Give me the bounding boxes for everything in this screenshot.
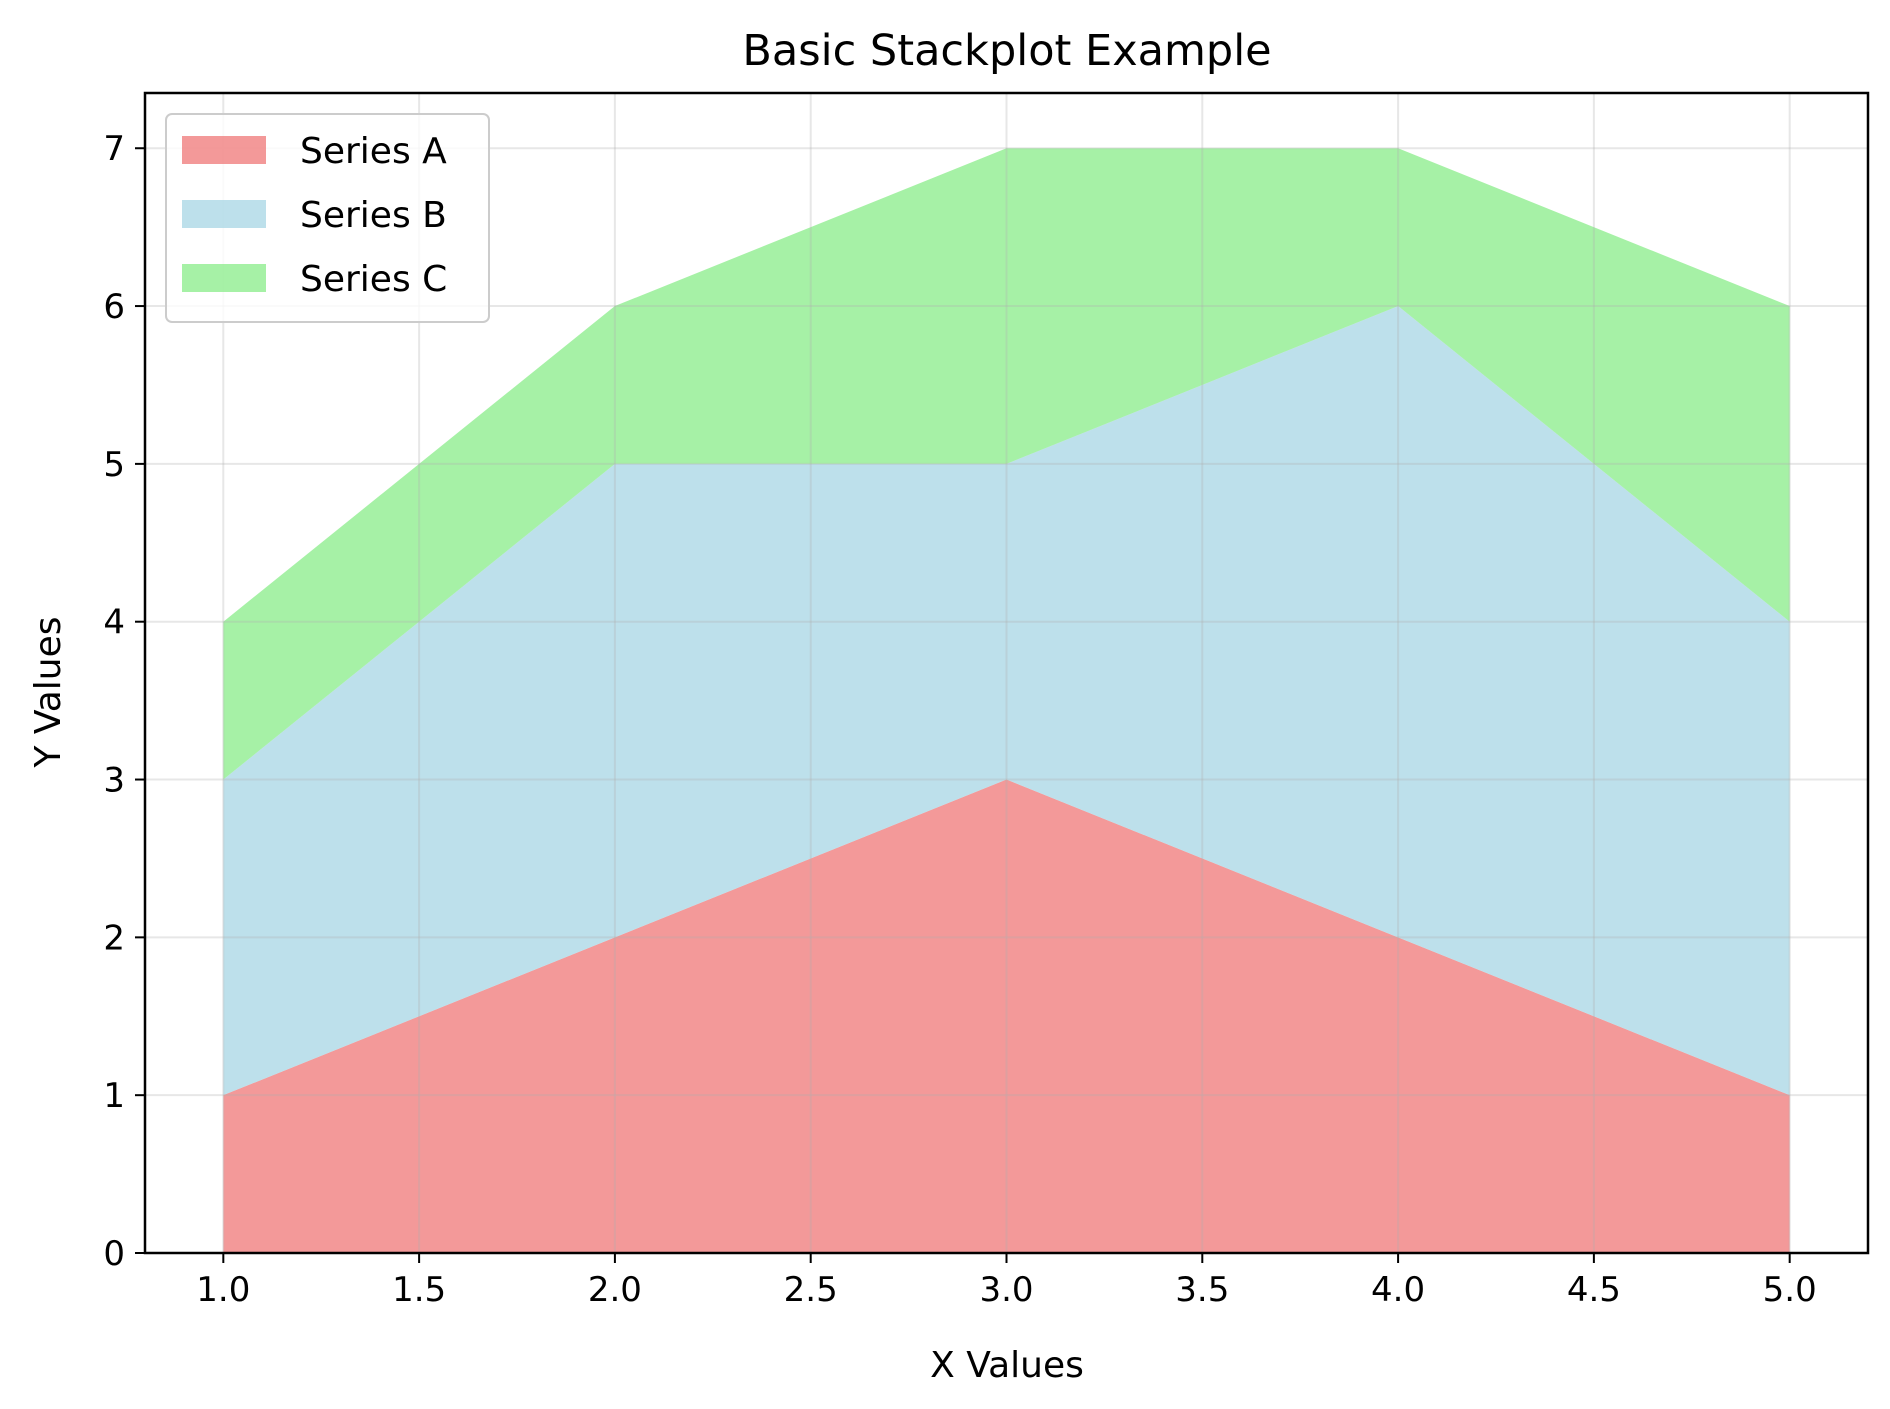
chart-title: Basic Stackplot Example	[742, 26, 1271, 76]
legend: Series A Series B Series C	[165, 113, 490, 323]
legend-label-series-a: Series A	[300, 131, 447, 172]
y-tick-label: 0	[103, 1234, 125, 1274]
x-tick-label: 4.5	[1567, 1270, 1621, 1310]
x-tick-label: 1.5	[392, 1270, 446, 1310]
y-tick-label: 4	[103, 603, 125, 643]
y-axis-title: Y Values	[28, 616, 69, 768]
x-axis-title: X Values	[930, 1345, 1084, 1386]
area-series-c	[223, 148, 1790, 780]
y-axis-ticks: 0 1 2 3 4 5 6 7	[103, 129, 145, 1274]
y-tick-label: 1	[103, 1076, 125, 1116]
x-tick-label: 4.0	[1371, 1270, 1425, 1310]
x-tick-label: 3.5	[1175, 1270, 1229, 1310]
x-tick-label: 1.0	[196, 1270, 250, 1310]
x-tick-label: 2.5	[784, 1270, 838, 1310]
legend-swatch-series-c	[182, 264, 266, 292]
y-tick-label: 2	[103, 918, 125, 958]
legend-swatch-series-b	[182, 200, 266, 228]
y-tick-label: 6	[103, 287, 125, 327]
area-series-a	[223, 779, 1790, 1253]
legend-label-series-c: Series C	[300, 259, 447, 300]
x-tick-label: 2.0	[588, 1270, 642, 1310]
y-tick-label: 7	[103, 129, 125, 169]
y-tick-label: 3	[103, 761, 125, 801]
x-tick-label: 3.0	[979, 1270, 1033, 1310]
legend-label-series-b: Series B	[300, 195, 447, 236]
x-axis-ticks: 1.0 1.5 2.0 2.5 3.0 3.5 4.0 4.5 5.0	[196, 1253, 1817, 1310]
y-tick-label: 5	[103, 445, 125, 485]
area-series-b	[223, 306, 1790, 1096]
stacked-areas	[223, 148, 1790, 1253]
legend-swatch-series-a	[182, 136, 266, 164]
x-tick-label: 5.0	[1763, 1270, 1817, 1310]
